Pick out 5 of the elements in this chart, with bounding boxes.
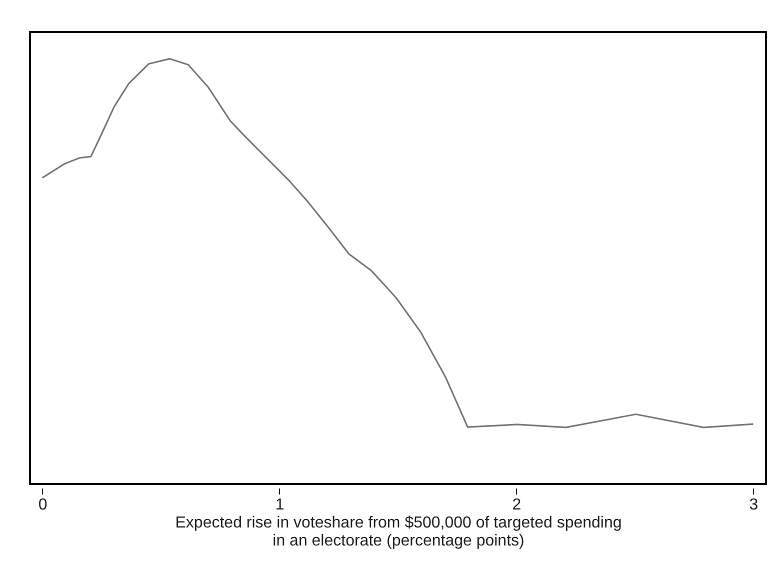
- x-tick-label: 1: [275, 496, 284, 514]
- x-tick-label: 2: [512, 496, 522, 514]
- x-tick-label: 0: [38, 496, 48, 514]
- x-axis-title: Expected rise in voteshare from $500,000 of targeted spending in an electorate (percentage points): [175, 514, 622, 550]
- x-tick-label: 3: [749, 496, 758, 514]
